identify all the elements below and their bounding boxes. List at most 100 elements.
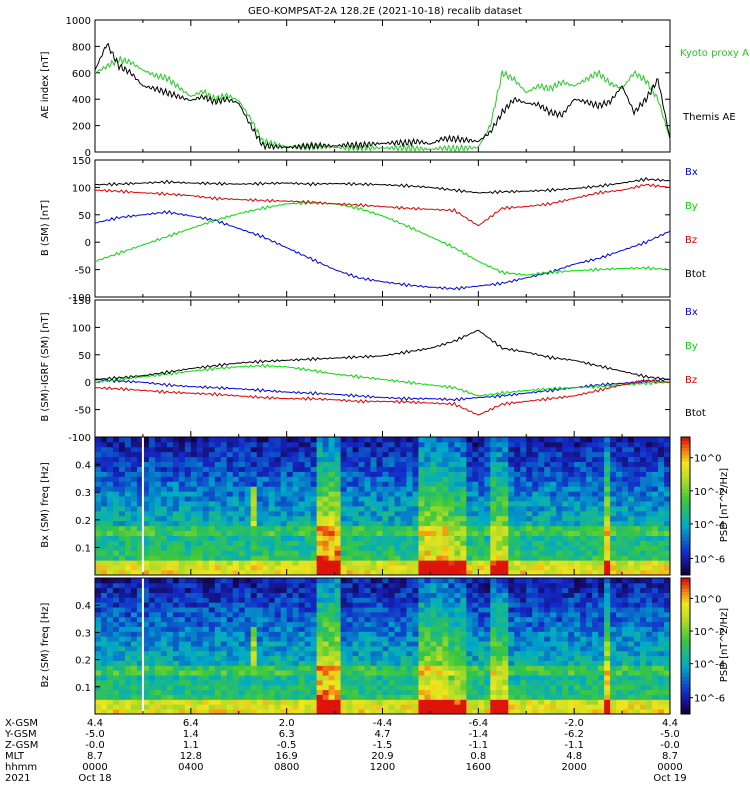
spectrogram-cell [598, 437, 605, 443]
spectrogram-cell [496, 466, 503, 472]
spectrogram-cell [430, 680, 437, 686]
spectrogram-cell [664, 560, 671, 566]
spectrogram-cell [292, 612, 300, 618]
spectrogram-cell [664, 501, 671, 507]
spectrogram-cell [190, 510, 198, 517]
spectrogram-cell [214, 510, 222, 517]
spectrogram-cell [95, 631, 102, 637]
spectrogram-cell [95, 446, 102, 453]
spectrogram-cell [340, 565, 347, 571]
spectrogram-cell [220, 555, 228, 561]
spectrogram-cell [238, 675, 246, 681]
spectrogram-cell [418, 592, 425, 598]
spectrogram-cell [136, 709, 144, 715]
spectrogram-cell [514, 587, 521, 593]
spectrogram-cell [610, 501, 617, 507]
spectrogram-cell [328, 641, 335, 647]
spectrogram-cell [202, 699, 210, 705]
spectrogram-cell [178, 612, 186, 618]
spectrogram-cell [250, 621, 258, 627]
spectrogram-cell [508, 636, 515, 642]
spectrogram-cell [172, 616, 180, 623]
spectrogram-cell [268, 680, 276, 686]
spectrogram-cell [208, 466, 216, 472]
spectrogram-cell [526, 545, 533, 551]
spectrogram-cell [136, 680, 144, 686]
spectrogram-cell [406, 655, 413, 661]
spectrogram-cell [490, 684, 497, 691]
spectrogram-cell [394, 578, 401, 584]
spectrogram-cell [298, 471, 306, 477]
spectrogram-cell [436, 621, 443, 627]
spectrogram-cell [640, 446, 647, 453]
spectrogram-cell [226, 515, 234, 522]
spectrogram-cell [568, 501, 575, 507]
spectrogram-cell [298, 689, 306, 695]
spectrogram-cell [592, 555, 599, 561]
spectrogram-cell [196, 496, 204, 502]
colorbar-segment [681, 454, 690, 459]
spectrogram-cell [250, 456, 258, 463]
spectrogram-cell [574, 560, 581, 566]
spectrogram-cell [154, 466, 162, 472]
spectrogram-cell [328, 496, 335, 502]
spectrogram-cell [532, 631, 539, 637]
spectrogram-cell [556, 530, 563, 536]
spectrogram-cell [460, 570, 467, 576]
spectrogram-cell [490, 510, 497, 517]
spectrogram-cell [112, 501, 120, 507]
spectrogram-cell [160, 555, 168, 561]
spectrogram-cell [256, 471, 264, 477]
spectrogram-cell [460, 481, 467, 487]
spectrogram-cell [478, 555, 485, 561]
spectrogram-cell [148, 655, 156, 661]
spectrogram-cell [658, 545, 665, 551]
spectrogram-cell [652, 476, 659, 482]
spectrogram-cell [352, 525, 359, 532]
spectrogram-cell [196, 675, 204, 681]
spectrogram-cell [250, 655, 258, 661]
spectrogram-cell [316, 607, 323, 613]
spectrogram-cell [286, 704, 294, 710]
spectrogram-cell [478, 641, 485, 647]
spectrogram-cell [112, 704, 120, 710]
spectrogram-cell [148, 626, 156, 632]
spectrogram-cell [160, 665, 168, 671]
spectrogram-cell [484, 496, 491, 502]
spectrogram-cell [610, 451, 617, 458]
spectrogram-cell [382, 560, 389, 566]
spectrogram-cell [196, 451, 204, 458]
spectrogram-cell [310, 646, 318, 652]
spectrogram-cell [148, 515, 156, 522]
spectrogram-cell [172, 592, 180, 598]
spectrogram-cell [484, 612, 491, 618]
spectrogram-cell [406, 602, 413, 608]
spectrogram-cell [460, 689, 467, 695]
spectrogram-cell [196, 510, 204, 517]
spectrogram-cell [190, 616, 198, 623]
spectrogram-cell [508, 602, 515, 608]
spectrogram-cell [502, 578, 509, 584]
spectrogram-cell [118, 550, 126, 556]
spectrogram-cell [520, 607, 527, 613]
spectrogram-cell [310, 597, 318, 603]
spectrogram-cell [622, 481, 629, 487]
spectrogram-cell [394, 441, 401, 448]
spectrogram-cell [574, 510, 581, 517]
spectrogram-cell [262, 592, 270, 598]
spectrogram-cell [502, 607, 509, 613]
spectrogram-cell [400, 592, 407, 598]
spectrogram-cell [526, 491, 533, 497]
spectrogram-cell [388, 476, 395, 482]
y-tick-label: 1000 [66, 16, 91, 27]
spectrogram-cell [412, 501, 419, 507]
spectrogram-cell [490, 699, 497, 705]
spectrogram-cell [502, 481, 509, 487]
spectrogram-cell [628, 560, 635, 566]
spectrogram-cell [472, 456, 479, 463]
spectrogram-cell [232, 466, 240, 472]
spectrogram-cell [376, 660, 383, 666]
spectrogram-cell [124, 456, 132, 463]
spectrogram-cell [124, 441, 132, 448]
spectrogram-cell [130, 641, 138, 647]
